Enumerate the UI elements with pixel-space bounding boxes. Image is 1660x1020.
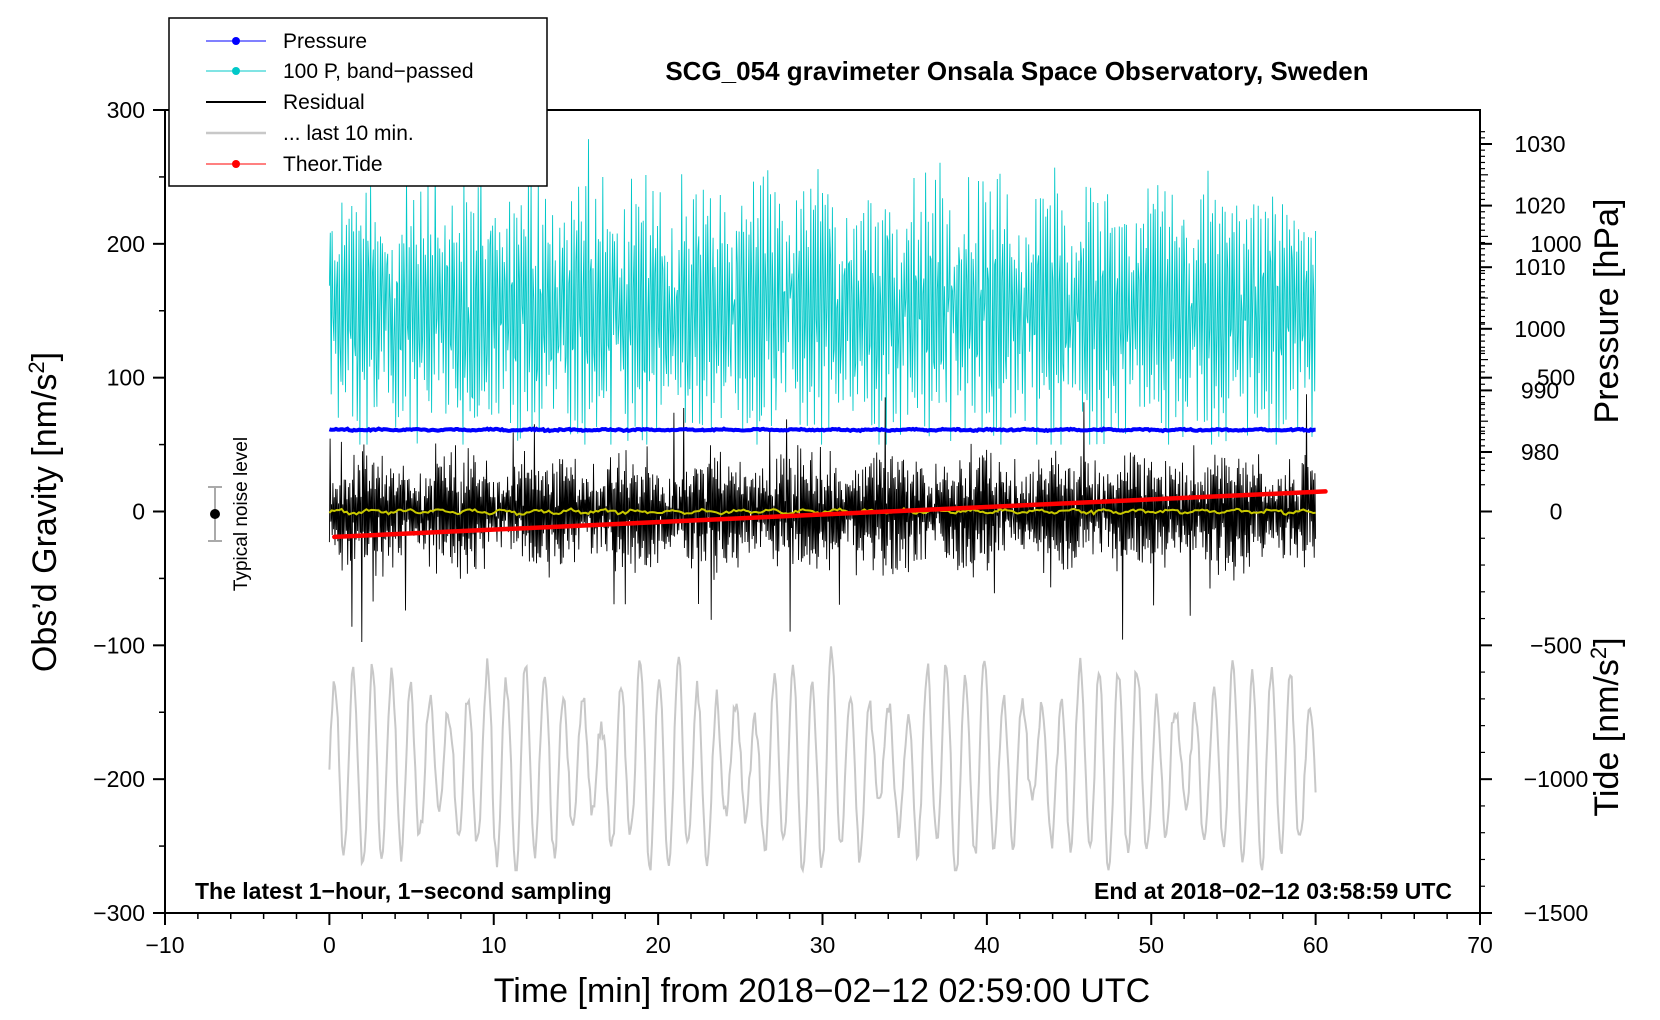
chart-title: SCG_054 gravimeter Onsala Space Observat…: [665, 56, 1368, 86]
y-axis-left-title-sup: 2: [24, 361, 49, 373]
legend-label-last10: ... last 10 min.: [283, 122, 414, 145]
legend-dot-pressure: [232, 37, 240, 45]
tide-axis-title: Tide [nm/s2]: [1586, 637, 1626, 816]
tide-line: [332, 489, 1328, 540]
pressure-axis-title: Pressure [hPa]: [1588, 199, 1626, 424]
x-axis-title: Time [min] from 2018−02−12 02:59:00 UTC: [494, 972, 1150, 1010]
legend-item-tide: Theor.Tide: [206, 153, 383, 176]
y-axis-left-title: Obs’d Gravity [nm/s2]: [24, 352, 64, 672]
y-tick-label: −200: [93, 766, 145, 792]
tide-tick-label: 0: [1550, 499, 1563, 525]
x-tick-label: 10: [481, 932, 507, 958]
theoretical-tide-series: [332, 489, 1328, 540]
tide-tick-label: −1000: [1524, 766, 1589, 792]
legend-dot-tide: [232, 160, 240, 168]
tide-axis-title-sup: 2: [1586, 647, 1611, 659]
noise-level-label: Typical noise level: [231, 437, 252, 591]
residual-line: [328, 394, 1317, 643]
pressure-tick-label: 1010: [1514, 254, 1565, 280]
y-tick-label: −100: [93, 632, 145, 658]
y-axis-left-ticks: 300 200 100 0 −100 −200 −300: [93, 97, 165, 926]
legend-item-bandpassed: 100 P, band−passed: [206, 60, 474, 83]
x-tick-label: 40: [974, 932, 1000, 958]
y-axis-left-title-main: Obs’d Gravity [nm/s: [26, 374, 64, 673]
x-axis-ticks: −10 0 10 20 30 40 50 60 70: [145, 913, 1493, 958]
annotation-end-time: End at 2018−02−12 03:58:59 UTC: [1094, 878, 1452, 904]
legend-label-bandpassed: 100 P, band−passed: [283, 60, 474, 83]
tide-axis-title-end: ]: [1588, 637, 1626, 646]
tide-axis-ticks: 1000 500 0 −500 −1000 −1500: [1480, 231, 1588, 926]
last-10-min-line: [328, 646, 1317, 874]
x-tick-label: 30: [810, 932, 836, 958]
pressure-line: [328, 426, 1316, 434]
noise-dot: [210, 509, 220, 519]
legend-label-tide: Theor.Tide: [283, 153, 383, 176]
residual-series: [328, 394, 1317, 643]
tide-axis-title-main: Tide [nm/s: [1588, 659, 1626, 816]
pressure-tick-label: 1000: [1514, 316, 1565, 342]
legend-label-residual: Residual: [283, 91, 365, 114]
bandpassed-pressure-series: [328, 139, 1317, 445]
y-tick-label: 0: [132, 499, 145, 525]
x-tick-label: 50: [1138, 932, 1164, 958]
legend: Pressure 100 P, band−passed Residual ...…: [168, 17, 548, 187]
x-tick-label: 0: [323, 932, 336, 958]
pressure-series: [328, 426, 1316, 434]
x-tick-label: −10: [145, 932, 184, 958]
tide-tick-label: −1500: [1524, 900, 1589, 926]
legend-item-pressure: Pressure: [206, 30, 367, 53]
pressure-axis-ticks: 980 990 1000 1010 1020 1030: [1480, 131, 1566, 472]
x-tick-label: 70: [1467, 932, 1493, 958]
last-10-min-series: [328, 646, 1317, 874]
y-tick-label: −300: [93, 900, 145, 926]
tide-tick-label: 500: [1537, 365, 1575, 391]
tide-tick-label: 1000: [1530, 231, 1581, 257]
x-tick-label: 20: [645, 932, 671, 958]
x-tick-label: 60: [1303, 932, 1329, 958]
y-tick-label: 100: [107, 365, 145, 391]
pressure-tick-label: 1030: [1514, 131, 1565, 157]
bandpassed-pressure-line: [328, 139, 1317, 445]
pressure-tick-label: 1020: [1514, 193, 1565, 219]
legend-item-residual: Residual: [206, 91, 365, 114]
legend-dot-bandpassed: [232, 67, 240, 75]
noise-level-marker: Typical noise level: [208, 437, 252, 591]
legend-item-last10: ... last 10 min.: [206, 122, 414, 145]
y-tick-label: 300: [107, 97, 145, 123]
pressure-tick-label: 980: [1521, 439, 1559, 465]
y-axis-left-title-end: ]: [26, 352, 64, 361]
pressure-tick-label: 990: [1521, 377, 1559, 403]
tide-tick-label: −500: [1530, 632, 1582, 658]
annotation-sampling: The latest 1−hour, 1−second sampling: [195, 878, 612, 904]
legend-label-pressure: Pressure: [283, 30, 367, 53]
y-tick-label: 200: [107, 231, 145, 257]
